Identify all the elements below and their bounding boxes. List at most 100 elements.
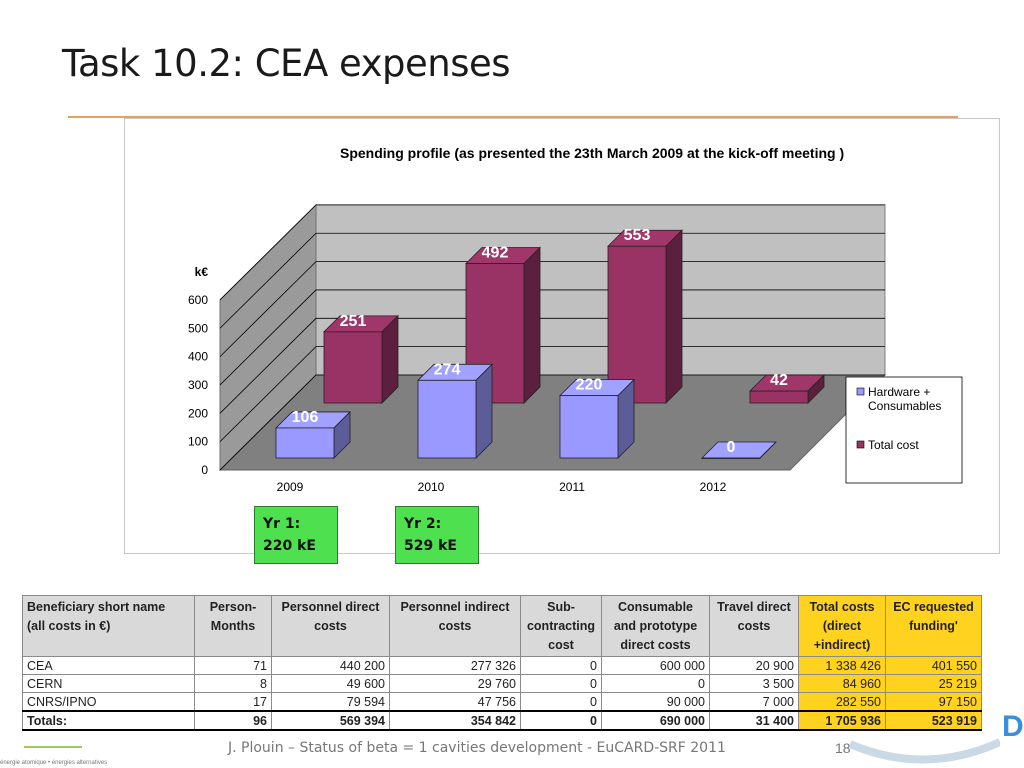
- y-tick-label: 300: [188, 378, 208, 392]
- table-cell: 523 919: [885, 710, 982, 731]
- hardware-bar-side: [475, 363, 493, 459]
- x-tick-label: 2009: [277, 480, 304, 494]
- data-label: 220: [576, 377, 603, 394]
- table-cell: 8: [194, 674, 272, 693]
- legend-swatch: [856, 387, 865, 396]
- table-header-cell: Consumable and prototype direct costs: [601, 595, 710, 657]
- data-label: 42: [770, 372, 788, 389]
- total-cost-bar: [607, 245, 667, 404]
- table-cell: 47 756: [389, 692, 521, 712]
- data-label: 0: [727, 439, 736, 456]
- table-cell: 7 000: [709, 692, 799, 712]
- gridline: [219, 204, 885, 301]
- table-cell: 79 594: [271, 692, 390, 712]
- table-cell: 1 338 426: [798, 656, 886, 675]
- logo-tagline: énergie atomique • énergies alternatives: [0, 760, 108, 766]
- table-header-cell: Person- Months: [194, 595, 272, 657]
- legend-swatch: [856, 440, 865, 449]
- x-tick-label: 2010: [418, 480, 445, 494]
- logo-icon: D: [1002, 710, 1024, 743]
- table-cell: CNRS/IPNO: [22, 692, 195, 712]
- slide-title: Task 10.2: CEA expenses: [62, 42, 511, 85]
- y-tick-label: 400: [188, 350, 208, 364]
- year2-label: Yr 2:: [404, 516, 442, 532]
- table-row: CERN 8 49 600 29 760 0 0 3 500 84 960 25 219: [22, 674, 982, 693]
- table-cell: 569 394: [271, 710, 390, 731]
- table-cell: 29 760: [389, 674, 521, 693]
- y-tick-label: 100: [188, 435, 208, 449]
- table-cell: 277 326: [389, 656, 521, 675]
- data-label: 274: [434, 361, 461, 378]
- table-cell: 17: [194, 692, 272, 712]
- table-totals-row: Totals: 96 569 394 354 842 0 690 000 31 400 1 7…: [22, 710, 982, 731]
- year1-label: Yr 1:: [263, 516, 301, 532]
- table-cell: 600 000: [601, 656, 710, 675]
- footer-text: J. Plouin – Status of beta = 1 cavities …: [228, 740, 726, 756]
- table-header-row: Beneficiary short name (all costs in €) Pe…: [22, 595, 982, 657]
- footer-divider: [24, 746, 82, 748]
- x-tick-label: 2011: [559, 480, 585, 494]
- table-cell: 31 400: [709, 710, 799, 731]
- logo-swoosh-icon: [850, 738, 1000, 764]
- table-cell: 90 000: [601, 692, 710, 712]
- table-cell: 0: [520, 692, 602, 712]
- hardware-bar: [559, 395, 619, 459]
- table-row: CNRS/IPNO 17 79 594 47 756 0 90 000 7 000 282 5…: [22, 692, 982, 712]
- x-tick-label: 2012: [700, 480, 727, 494]
- table-cell: 1 705 936: [798, 710, 886, 731]
- table-cell: Totals:: [22, 710, 195, 731]
- year2-annotation: Yr 2: 529 kE: [395, 506, 479, 564]
- y-axis-label: k€: [195, 265, 209, 279]
- table-header-cell: Sub-contracting cost: [520, 595, 602, 657]
- page-number: 18: [835, 740, 851, 756]
- table-header-cell: Travel direct costs: [709, 595, 799, 657]
- table-cell: 20 900: [709, 656, 799, 675]
- gridline: [219, 232, 885, 329]
- table-cell: 690 000: [601, 710, 710, 731]
- table-header-cell: Personnel direct costs: [271, 595, 390, 657]
- gridline: [219, 317, 885, 414]
- table-cell: 84 960: [798, 674, 886, 693]
- table-cell: 0: [520, 674, 602, 693]
- legend-label: Total cost: [868, 438, 919, 452]
- table-header-cell: Total costs (direct +indirect): [798, 595, 886, 657]
- table-cell: 0: [520, 656, 602, 675]
- y-tick-label: 600: [188, 293, 208, 307]
- gridline: [219, 346, 885, 442]
- table-cell: 49 600: [271, 674, 390, 693]
- spending-chart: 0 100 200 300 400 500 600 k€ 251 492 553 42 106 274 22…: [188, 203, 963, 494]
- total-cost-bar-side: [523, 246, 541, 404]
- table-cell: 97 150: [885, 692, 982, 712]
- table-cell: 282 550: [798, 692, 886, 712]
- table-cell: 354 842: [389, 710, 521, 731]
- total-cost-bar: [323, 331, 383, 404]
- hardware-bar: [417, 379, 477, 459]
- data-label: 553: [624, 227, 651, 244]
- table-cell: CERN: [22, 674, 195, 693]
- total-cost-bar-side: [381, 314, 399, 404]
- total-cost-bar-side: [665, 229, 683, 404]
- year1-annotation: Yr 1: 220 kE: [254, 506, 338, 564]
- total-cost-bar: [749, 390, 809, 404]
- table-cell: 0: [601, 674, 710, 693]
- table-header-cell: Beneficiary short name (all costs in €): [22, 595, 195, 657]
- table-cell: 440 200: [271, 656, 390, 675]
- data-label: 492: [482, 245, 509, 262]
- table-cell: 71: [194, 656, 272, 675]
- table-cell: 401 550: [885, 656, 982, 675]
- year2-value: 529 kE: [404, 538, 457, 554]
- hardware-bar: [701, 457, 761, 459]
- table-cell: CEA: [22, 656, 195, 675]
- hardware-bar: [275, 427, 335, 459]
- data-label: 106: [292, 409, 319, 426]
- year1-value: 220 kE: [263, 538, 316, 554]
- title-divider: [68, 116, 958, 118]
- data-label: 251: [340, 313, 367, 330]
- y-tick-label: 0: [201, 463, 208, 477]
- table-cell: 3 500: [709, 674, 799, 693]
- hardware-bar-side: [759, 441, 777, 459]
- table-cell: 25 219: [885, 674, 982, 693]
- cost-table: Beneficiary short name (all costs in €) Pe…: [22, 595, 982, 731]
- table-cell: 0: [520, 710, 602, 731]
- legend-label: Hardware +: [868, 385, 930, 399]
